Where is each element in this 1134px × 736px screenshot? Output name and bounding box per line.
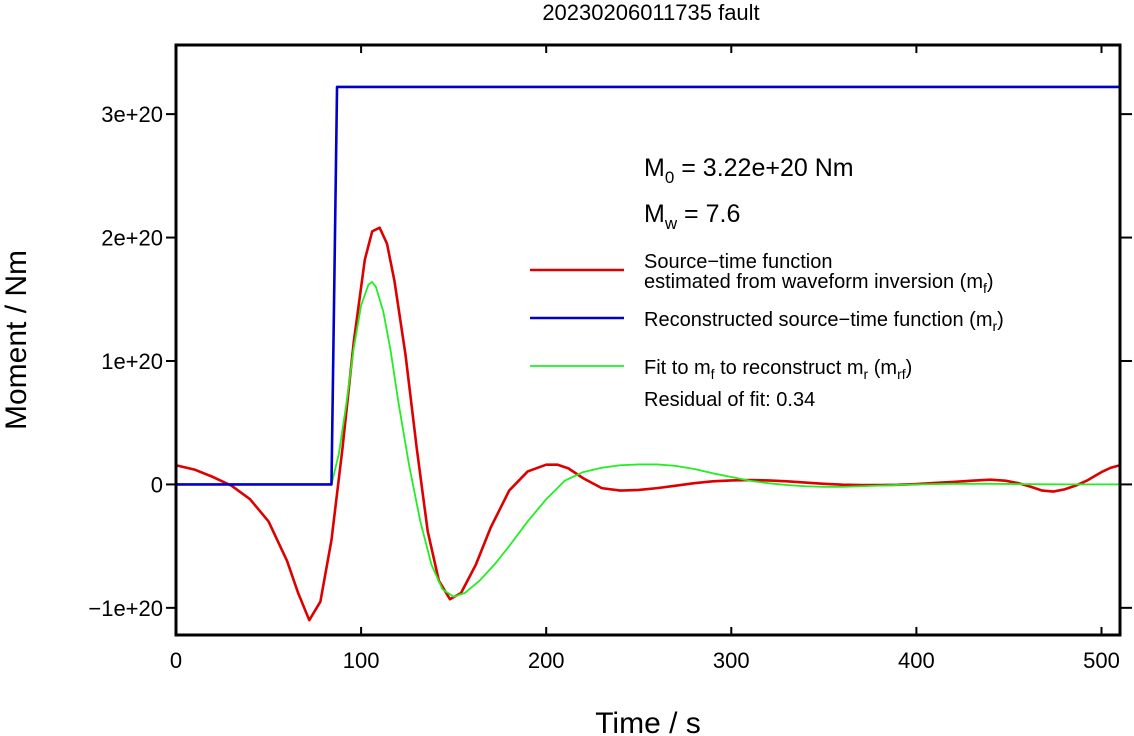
plot-frame (174, 43, 1122, 637)
mw-rest: = 7.6 (677, 200, 740, 228)
x-tick-label: 500 (1083, 648, 1120, 673)
y-tick-label: 0 (151, 472, 163, 497)
legend-label-blue: Reconstructed source−time function (mr) (644, 309, 1004, 334)
m0-sub: 0 (665, 168, 674, 187)
chart-title: 20230206011735 fault (542, 0, 759, 25)
legend: Source−time function estimated from wave… (530, 251, 1004, 411)
y-axis: −1e+20 0 1e+20 2e+20 3e+20 (88, 102, 1132, 621)
series-line-green (175, 281, 1121, 598)
legend-label-red-line2: estimated from waveform inversion (mf) (644, 271, 994, 296)
x-tick-label: 400 (898, 648, 935, 673)
x-tick-label: 300 (713, 648, 750, 673)
mw-sub: w (664, 214, 678, 233)
y-tick-label: −1e+20 (88, 596, 163, 621)
x-tick-label: 200 (528, 648, 565, 673)
seismic-moment-annotation: M0 = 3.22e+20 Nm (644, 154, 854, 187)
x-axis-title: Time / s (595, 707, 701, 736)
y-axis-title: Moment / Nm (0, 250, 33, 430)
m0-main: M (644, 154, 665, 182)
x-axis: 0 100 200 300 400 500 (170, 45, 1120, 673)
mw-main: M (644, 200, 665, 228)
m0-rest: = 3.22e+20 Nm (674, 154, 853, 182)
residual-annotation: Residual of fit: 0.34 (644, 389, 815, 411)
x-tick-label: 100 (343, 648, 380, 673)
x-tick-label: 0 (170, 648, 182, 673)
y-tick-label: 1e+20 (101, 349, 163, 374)
legend-label-red-line1: Source−time function (644, 251, 832, 273)
series-layer (174, 85, 1122, 622)
y-tick-label: 3e+20 (101, 102, 163, 127)
moment-magnitude-annotation: Mw = 7.6 (644, 200, 740, 233)
legend-label-green: Fit to mf to reconstruct mr (mrf) (644, 357, 912, 382)
y-tick-label: 2e+20 (101, 226, 163, 251)
series-line-blue (174, 85, 1122, 486)
series-line-red (174, 226, 1122, 622)
